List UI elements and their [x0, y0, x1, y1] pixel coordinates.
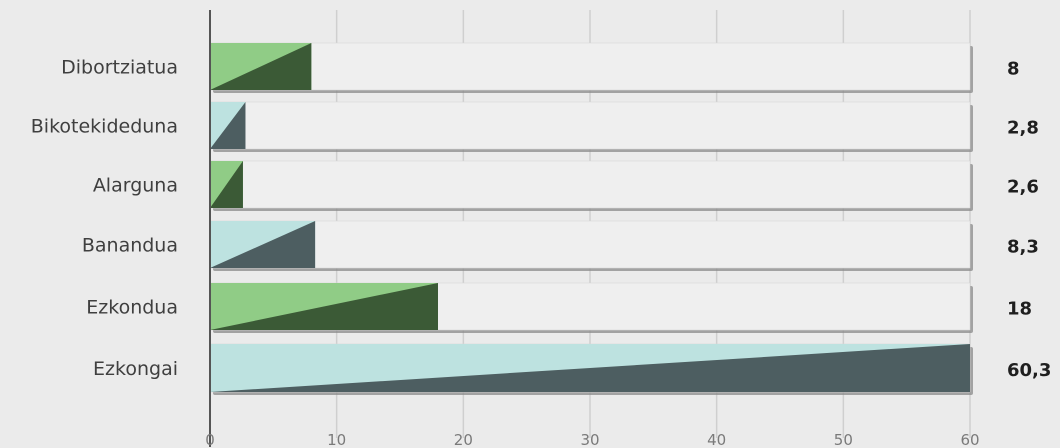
- bar-shade-ezkondua: [210, 283, 438, 330]
- bar-tracks: [209, 42, 973, 395]
- x-tick-label-30: 30: [580, 431, 599, 448]
- bar-shade-bikotekideduna: [210, 102, 246, 149]
- category-label-alarguna: Alarguna: [93, 175, 178, 197]
- value-label-ezkongai: 60,3: [1007, 360, 1051, 381]
- bar-shade-alarguna: [210, 161, 243, 208]
- category-label-ezkongai: Ezkongai: [93, 358, 178, 380]
- bars: [210, 43, 970, 392]
- value-label-dibortziatua: 8: [1007, 59, 1020, 80]
- bar-shade-ezkongai: [210, 344, 970, 392]
- bar-track-bikotekideduna: [209, 101, 971, 150]
- category-label-dibortziatua: Dibortziatua: [61, 57, 178, 79]
- x-tick-labels: 0 10 20 30 40 50 60: [205, 431, 979, 448]
- x-tick-label-50: 50: [834, 431, 853, 448]
- category-labels: Dibortziatua Bikotekideduna Alarguna Banand…: [31, 57, 178, 381]
- bar-shade-banandua: [210, 221, 316, 268]
- value-labels: 8 2,8 2,6 8,3 18 60,3: [1007, 59, 1051, 382]
- category-label-bikotekideduna: Bikotekideduna: [31, 116, 178, 138]
- x-tick-label-0: 0: [205, 431, 215, 448]
- value-label-banandua: 8,3: [1007, 237, 1039, 258]
- category-label-banandua: Banandua: [82, 235, 178, 257]
- bar-track-banandua: [209, 220, 971, 269]
- value-label-alarguna: 2,6: [1007, 177, 1039, 198]
- x-tick-label-40: 40: [707, 431, 726, 448]
- x-tick-label-60: 60: [960, 431, 979, 448]
- bar-track-alarguna: [209, 160, 971, 209]
- category-label-ezkondua: Ezkondua: [86, 297, 178, 319]
- bar-track-dibortziatua: [209, 42, 971, 91]
- value-label-bikotekideduna: 2,8: [1007, 118, 1039, 139]
- x-tick-label-20: 20: [454, 431, 473, 448]
- x-tick-label-10: 10: [327, 431, 346, 448]
- value-label-ezkondua: 18: [1007, 299, 1032, 320]
- bar-shade-dibortziatua: [210, 43, 312, 90]
